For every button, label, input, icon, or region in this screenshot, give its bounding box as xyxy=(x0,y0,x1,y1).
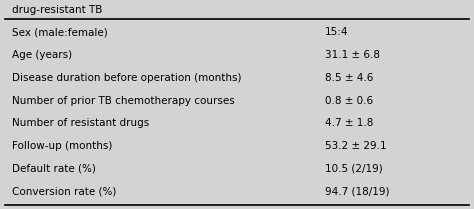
Text: Number of resistant drugs: Number of resistant drugs xyxy=(12,118,149,128)
Text: 53.2 ± 29.1: 53.2 ± 29.1 xyxy=(325,141,386,151)
Text: 10.5 (2/19): 10.5 (2/19) xyxy=(325,164,383,174)
Text: Sex (male:female): Sex (male:female) xyxy=(12,27,108,37)
Text: Age (years): Age (years) xyxy=(12,50,72,60)
Text: Conversion rate (%): Conversion rate (%) xyxy=(12,187,116,196)
Text: Follow-up (months): Follow-up (months) xyxy=(12,141,112,151)
Text: Disease duration before operation (months): Disease duration before operation (month… xyxy=(12,73,241,83)
Text: 8.5 ± 4.6: 8.5 ± 4.6 xyxy=(325,73,373,83)
Text: drug-resistant TB: drug-resistant TB xyxy=(12,5,102,15)
Text: Number of prior TB chemotherapy courses: Number of prior TB chemotherapy courses xyxy=(12,96,235,106)
Text: 94.7 (18/19): 94.7 (18/19) xyxy=(325,187,389,196)
Text: 0.8 ± 0.6: 0.8 ± 0.6 xyxy=(325,96,373,106)
Text: 15:4: 15:4 xyxy=(325,27,348,37)
Text: 4.7 ± 1.8: 4.7 ± 1.8 xyxy=(325,118,373,128)
Text: 31.1 ± 6.8: 31.1 ± 6.8 xyxy=(325,50,380,60)
Text: Default rate (%): Default rate (%) xyxy=(12,164,96,174)
